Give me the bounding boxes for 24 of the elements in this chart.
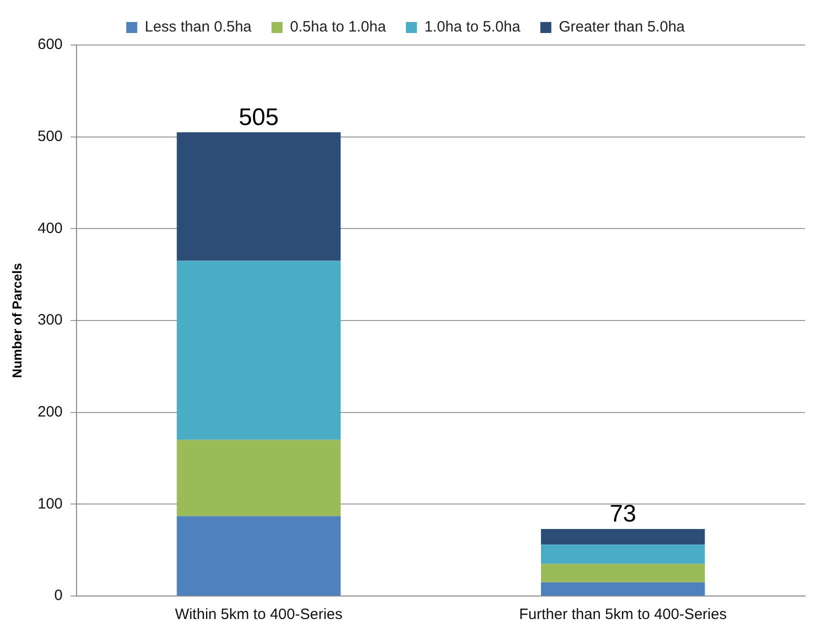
y-tick-label: 300 — [38, 312, 63, 329]
bar — [540, 528, 705, 545]
y-tick-label: 600 — [38, 36, 63, 54]
legend-label: Greater than 5.0ha — [558, 18, 686, 36]
bar — [176, 260, 341, 440]
y-tick-label: 0 — [54, 587, 63, 604]
y-axis-title: Number of Parcels — [9, 263, 24, 378]
legend-label: Less than 0.5ha — [144, 18, 252, 36]
y-tick-label: 500 — [38, 128, 63, 145]
total-label: 73 — [610, 500, 636, 528]
legend-label: 1.0ha to 5.0ha — [424, 18, 521, 36]
legend-label: 0.5ha to 1.0ha — [290, 18, 387, 36]
bar — [176, 440, 341, 516]
total-label: 505 — [238, 104, 279, 131]
bar — [176, 132, 341, 261]
bar — [176, 516, 341, 596]
bar — [540, 582, 705, 596]
y-tick-label: 100 — [38, 495, 63, 512]
bar — [540, 544, 705, 564]
y-tick-label: 400 — [38, 220, 63, 237]
y-tick-label: 200 — [38, 403, 63, 420]
x-tick-label: Further than 5km to 400-Series — [519, 606, 727, 624]
bar — [540, 564, 705, 582]
x-tick-label: Within 5km to 400-Series — [174, 606, 343, 624]
